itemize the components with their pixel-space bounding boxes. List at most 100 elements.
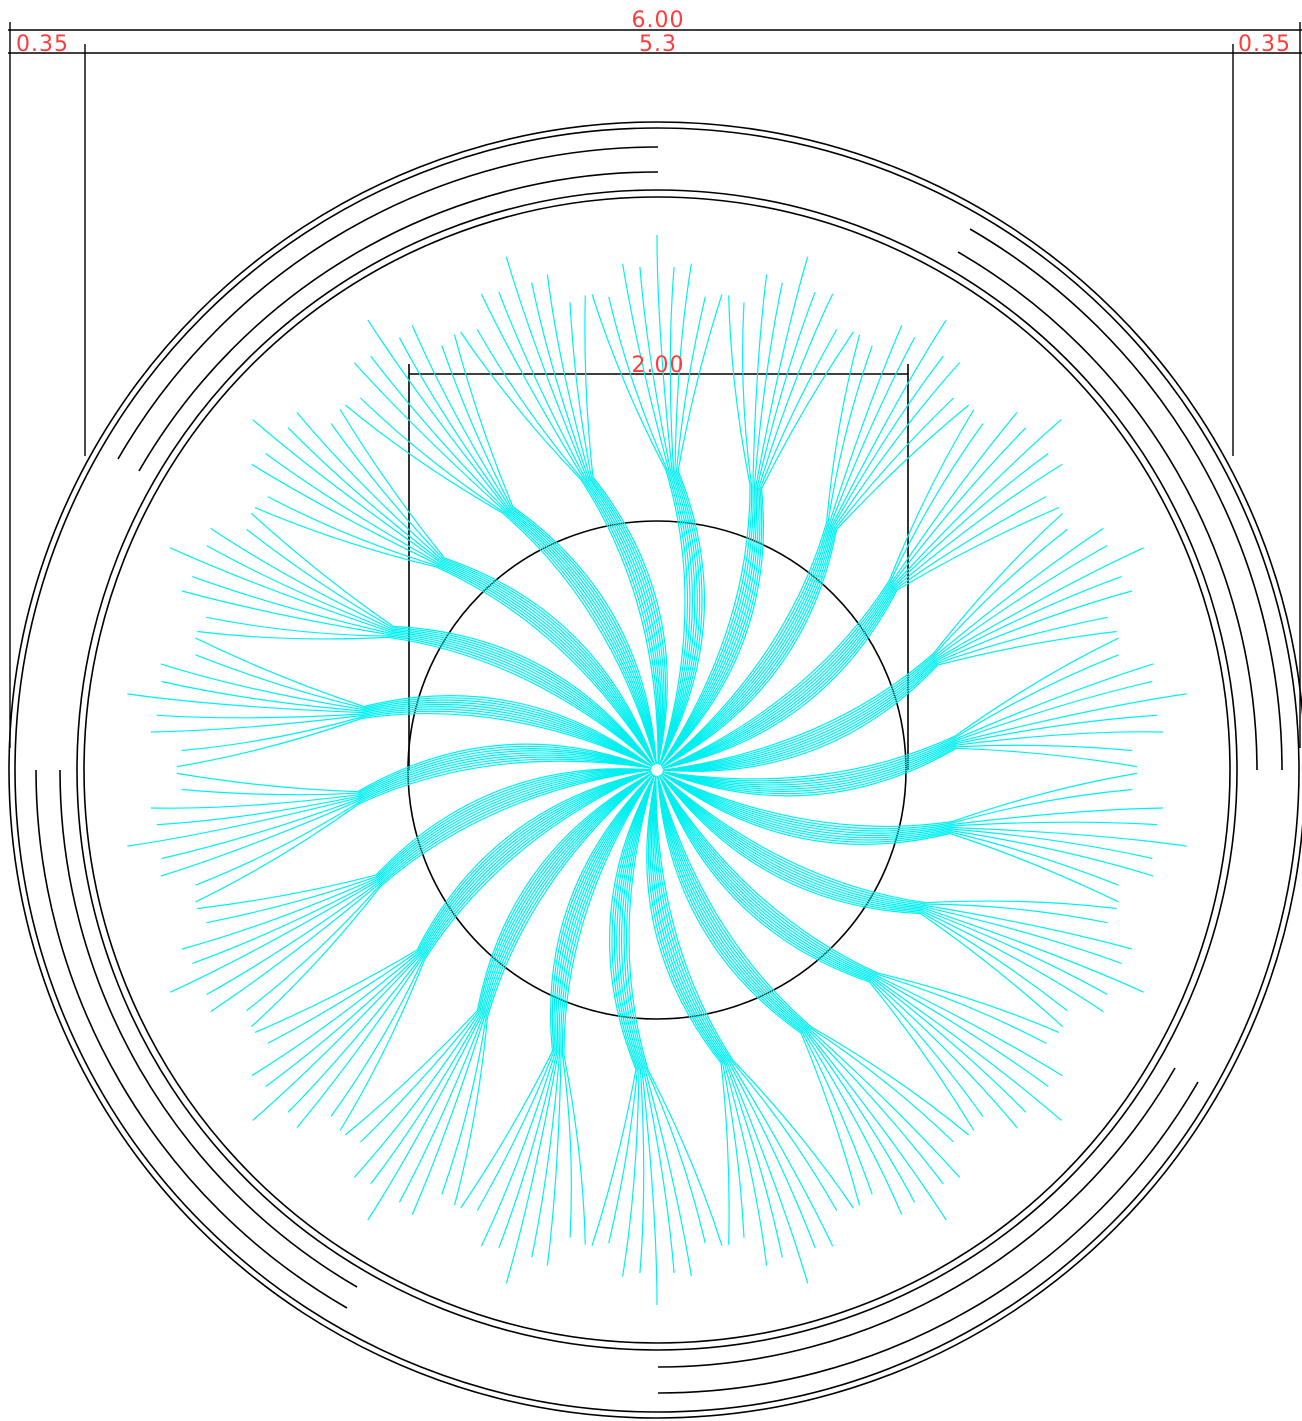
flow-streamline [662,693,1187,788]
flow-streamline [650,775,783,1258]
flow-streamline [657,775,861,1206]
flow-streamline [398,772,653,1203]
flow-streamline [660,774,1117,910]
overall-width-label: 6.00 [632,8,685,33]
flow-streamline [210,527,654,766]
flow-streamline [156,750,652,826]
flow-streamline [662,663,1154,784]
flow-streamline [160,663,653,768]
flow-streamline [662,547,1144,771]
flow-streamline [616,775,655,1274]
flow-streamline [608,296,689,765]
flow-streamline [661,325,903,768]
flow-streamline [658,775,1049,1087]
flow-streamline [661,337,916,768]
flow-streamline [181,590,654,766]
baffle-arc-top-right-2 [957,251,1258,771]
baffle-arc-bottom-left-2 [59,769,358,1288]
flow-streamline [660,774,1108,996]
flow-streamline [661,772,1154,877]
flow-streamline [660,774,1064,1028]
baffle-arc-bottom-right-1 [657,1081,1199,1394]
flow-streamline [569,302,667,765]
flow-streamline [661,772,1119,886]
flow-streamline [176,712,653,768]
flow-streamline [353,362,657,765]
flow-streamline [657,775,944,1185]
flow-streamline [661,772,1187,847]
flow-streamline [654,775,834,1247]
flow-streamline [618,775,658,1306]
flow-streamline [660,282,783,766]
flow-streamline [584,295,668,765]
flow-streamline [287,771,652,1113]
flow-streamline [206,769,652,996]
flow-streamline [563,774,654,1245]
flow-streamline [662,654,1119,782]
flow-streamline [657,775,873,1195]
flow-streamline [453,334,657,765]
flow-streamline [657,775,903,1215]
flow-streamline [206,544,654,766]
flow-streamline [660,291,816,766]
flow-streamline [411,325,657,765]
flow-streamline [660,774,1104,1013]
flow-streamline [657,775,970,1136]
dimension-labels: 6.00 0.35 5.3 0.35 2.00 [16,8,1291,378]
flow-streamline [662,427,1027,769]
flow-streamline [546,274,665,765]
flow-streamline [267,771,652,1044]
flow-streamline [662,463,1063,769]
flow-streamline [649,775,768,1266]
inlet-opening-label: 2.00 [632,353,685,378]
inner-wall-inner-circle [83,196,1231,1344]
flow-streamline [662,453,1049,769]
flow-streamline [658,775,1060,1033]
flow-streamline [661,772,1138,828]
flow-streamline [505,256,662,765]
flow-streamline [660,293,834,767]
flow-streamline [150,748,652,809]
flow-streamline [195,654,653,768]
flow-streamline [370,772,653,1185]
flow-streamline [127,693,653,768]
outer-wall-circle [8,121,1302,1419]
flow-streamline [628,775,723,1246]
flow-streamline [296,412,656,765]
flow-streamline [661,772,1158,834]
flow-streamline [662,419,1062,769]
flow-streamline [344,772,653,1136]
flow-streamline [250,512,654,766]
flow-streamline [265,453,656,765]
flow-streamline [622,263,691,765]
flow-streamline [659,294,723,765]
flow-streamline [660,774,1144,993]
flow-streamline [661,772,1119,903]
flow-streamline [476,329,659,765]
inner-width-label: 5.3 [639,32,677,57]
flow-streamline [453,772,653,1206]
flow-streamline [656,234,696,765]
flow-streamline [661,404,970,768]
baffle-arc-top-left-1 [117,146,659,460]
left-wall-label: 0.35 [16,32,69,57]
flow-streamline [250,769,652,1028]
flow-streamline [206,768,652,924]
flow-streamline [662,496,1047,769]
flow-streamline [161,754,652,860]
flow-streamline [608,775,655,1244]
flow-streamline [498,291,661,765]
flow-streamline [655,775,838,1211]
flow-streamline [659,296,706,765]
flow-streamline [498,774,654,1249]
right-wall-label: 0.35 [1238,32,1291,57]
flow-streamline [662,630,1117,772]
flow-streamline [254,771,652,1033]
flow-streamline [206,616,654,766]
flow-streamline [296,771,652,1128]
flow-streamline [265,771,652,1087]
flow-streamline [661,334,861,768]
flow-streamline [659,263,701,765]
flow-streamline [367,772,653,1221]
flow-streamline [287,427,656,765]
